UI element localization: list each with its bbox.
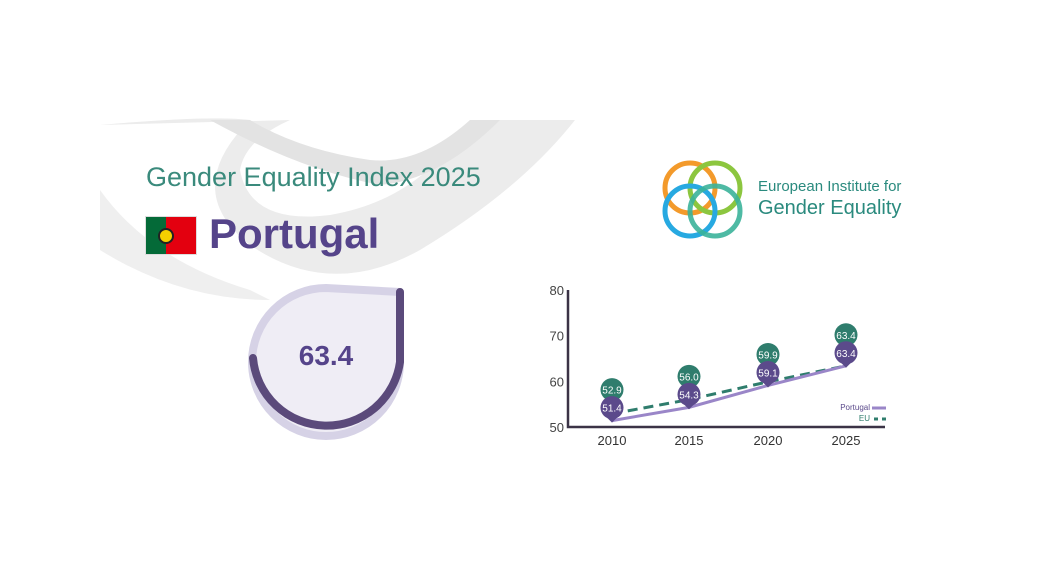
y-tick-label: 50 — [550, 420, 564, 435]
portugal-line — [611, 364, 847, 423]
score-value: 63.4 — [298, 340, 354, 371]
portugal-data-label: 63.4 — [836, 349, 856, 360]
eu-pin — [834, 323, 858, 347]
logo-line1: European Institute for — [758, 178, 902, 195]
chart-axes — [566, 290, 885, 429]
y-tick-label: 60 — [550, 374, 564, 389]
eu-data-label: 52.9 — [602, 386, 622, 397]
y-tick-label: 80 — [550, 283, 564, 298]
eu-data-label: 56.0 — [679, 372, 699, 383]
portugal-pin — [834, 341, 858, 365]
logo-line2: Gender Equality — [758, 197, 902, 219]
portugal-flag-icon — [145, 216, 197, 255]
country-name: Portugal — [209, 210, 380, 257]
portugal-pin — [677, 382, 701, 406]
eu-pin — [677, 364, 701, 388]
eu-pin — [600, 378, 624, 402]
portugal-data-label: 54.3 — [679, 390, 699, 401]
eige-logo-icon — [662, 160, 743, 239]
portugal-data-label: 59.1 — [758, 368, 778, 379]
legend-portugal-label: Portugal — [840, 403, 870, 412]
eu-line — [611, 364, 847, 416]
eu-data-label: 59.9 — [758, 350, 778, 361]
portugal-pin — [600, 396, 624, 420]
page-title: Gender Equality Index 2025 — [146, 162, 481, 192]
eige-logo-text: European Institute for Gender Equality — [758, 178, 901, 220]
eu-data-label: 63.4 — [836, 331, 856, 342]
legend-eu-label: EU — [859, 414, 870, 423]
portugal-data-label: 51.4 — [602, 404, 622, 415]
x-tick-label: 2020 — [754, 433, 783, 448]
x-tick-label: 2015 — [675, 433, 704, 448]
x-tick-label: 2025 — [832, 433, 861, 448]
x-tick-label: 2010 — [598, 433, 627, 448]
eu-pin — [756, 342, 780, 366]
y-tick-label: 70 — [550, 329, 564, 344]
portugal-pin — [756, 360, 780, 384]
